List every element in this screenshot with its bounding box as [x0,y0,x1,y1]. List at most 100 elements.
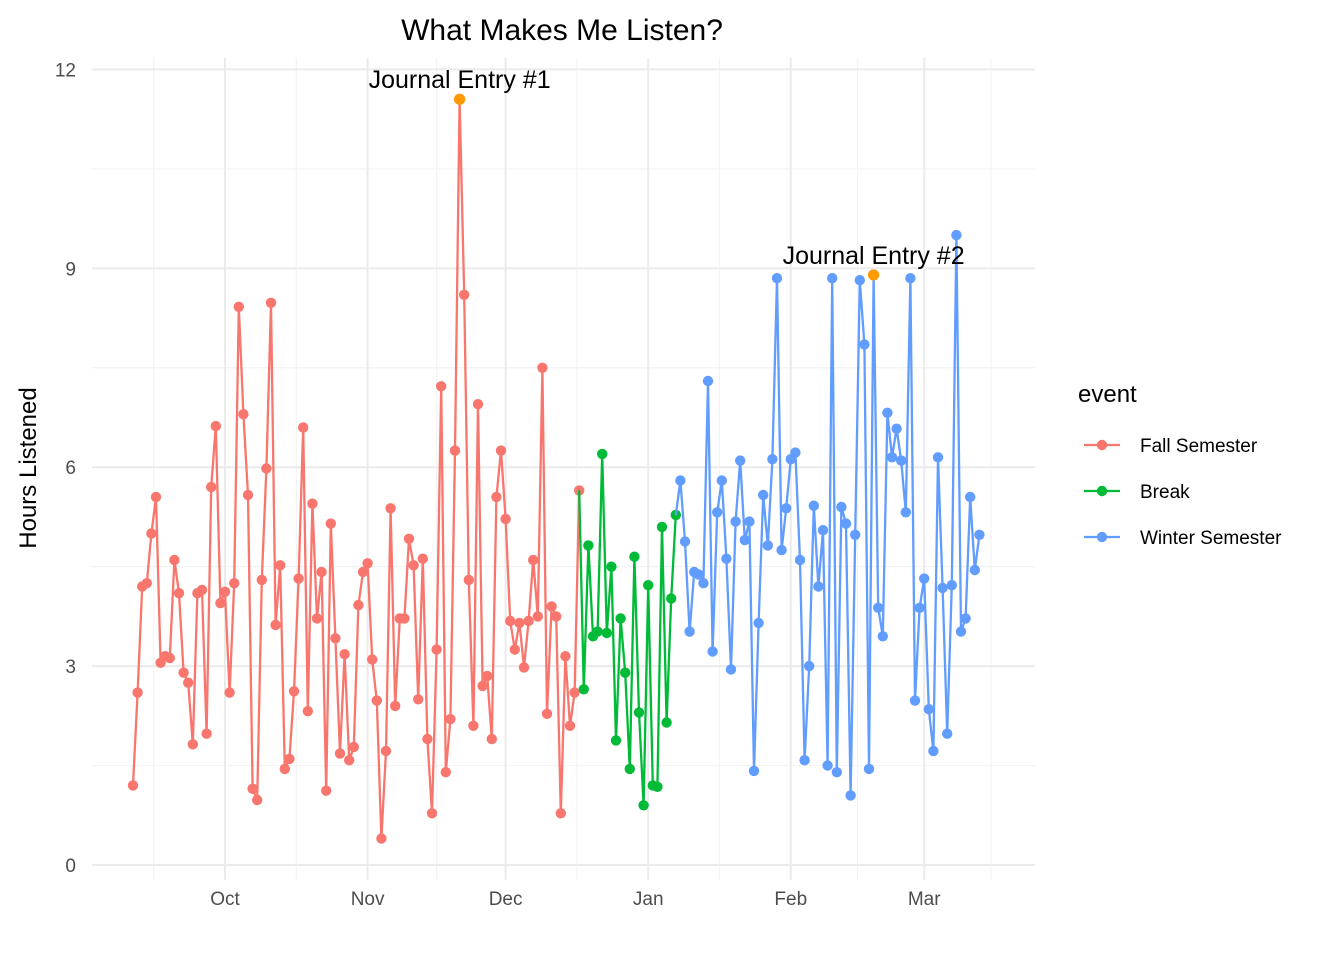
data-point [900,507,911,518]
data-point [482,670,493,682]
data-point [882,407,893,418]
data-point [606,561,617,572]
data-point [863,763,875,775]
data-point [840,518,852,529]
data-point [974,529,985,540]
data-point [859,339,870,350]
legend-title: event [1078,381,1137,408]
data-point [620,667,631,678]
data-point [449,445,461,456]
data-point [270,619,281,631]
data-point [794,554,806,566]
data-point [928,745,939,757]
data-point [891,423,902,434]
data-point [583,540,594,551]
legend-key-point [1096,439,1108,451]
series-break [578,448,681,811]
data-point [514,617,525,629]
data-point [574,485,585,496]
data-point [656,521,668,533]
data-point [615,613,626,624]
data-point [537,362,548,373]
data-point [486,733,497,745]
legend-key-point [1096,531,1108,543]
data-point [905,273,916,284]
data-point [500,513,511,525]
data-point [652,781,663,792]
data-point [666,593,677,604]
data-point [376,833,387,844]
data-point [265,297,277,308]
data-point [721,553,732,564]
data-point [813,581,824,592]
series-fall-semester [127,94,585,844]
data-point [854,275,865,286]
data-point [518,662,530,673]
y-axis-title: Hours Listened [15,387,42,548]
data-point [707,646,718,657]
data-point [698,578,709,589]
y-tick-label: 3 [65,657,76,678]
data-point [353,599,364,611]
x-tick-label: Dec [489,889,523,910]
x-tick-label: Oct [210,889,240,910]
data-point [344,755,355,766]
data-point [339,649,350,660]
data-point [919,573,930,584]
data-point [417,553,428,564]
data-point [477,680,488,692]
data-point [201,728,212,739]
series-connector [674,480,682,516]
grid [92,58,1035,880]
y-tick-label: 0 [65,856,76,877]
data-point [491,491,502,503]
data-point [528,554,539,566]
data-point [224,687,235,698]
data-point [679,536,691,547]
data-point [560,651,571,662]
data-point [730,516,741,527]
data-point [233,301,244,312]
data-point [298,422,309,433]
data-point [592,626,603,637]
data-point [702,375,714,387]
data-point [146,528,157,539]
data-point [431,644,442,655]
x-tick-label: Feb [774,889,807,910]
data-point [316,566,327,578]
data-point [367,654,378,665]
data-point [923,704,934,715]
data-point [169,554,180,566]
data-point [256,574,267,586]
data-point [767,454,778,465]
data-point [735,455,746,466]
annotation-point [868,269,880,281]
data-point [551,611,562,622]
data-point [445,713,456,725]
data-point [436,381,447,392]
annotation-label: Journal Entry #2 [783,242,965,270]
data-point [896,455,907,466]
chart-title: What Makes Me Listen? [401,14,723,47]
legend-item: Break [1084,482,1190,503]
data-point [399,613,410,624]
data-point [684,626,695,637]
data-point [178,667,189,678]
data-point [845,790,856,801]
legend-item: Winter Semester [1084,528,1282,549]
data-point [932,452,944,463]
data-point [302,706,313,717]
data-point [495,445,507,456]
x-tick-label: Mar [908,889,941,910]
data-point [831,767,842,778]
data-point [362,558,373,569]
data-point [817,525,829,536]
data-point [426,808,438,819]
data-point [541,708,553,719]
data-point [385,503,396,514]
data-point [523,615,534,627]
data-point [827,273,838,284]
data-point [275,560,286,571]
data-point [403,533,415,544]
